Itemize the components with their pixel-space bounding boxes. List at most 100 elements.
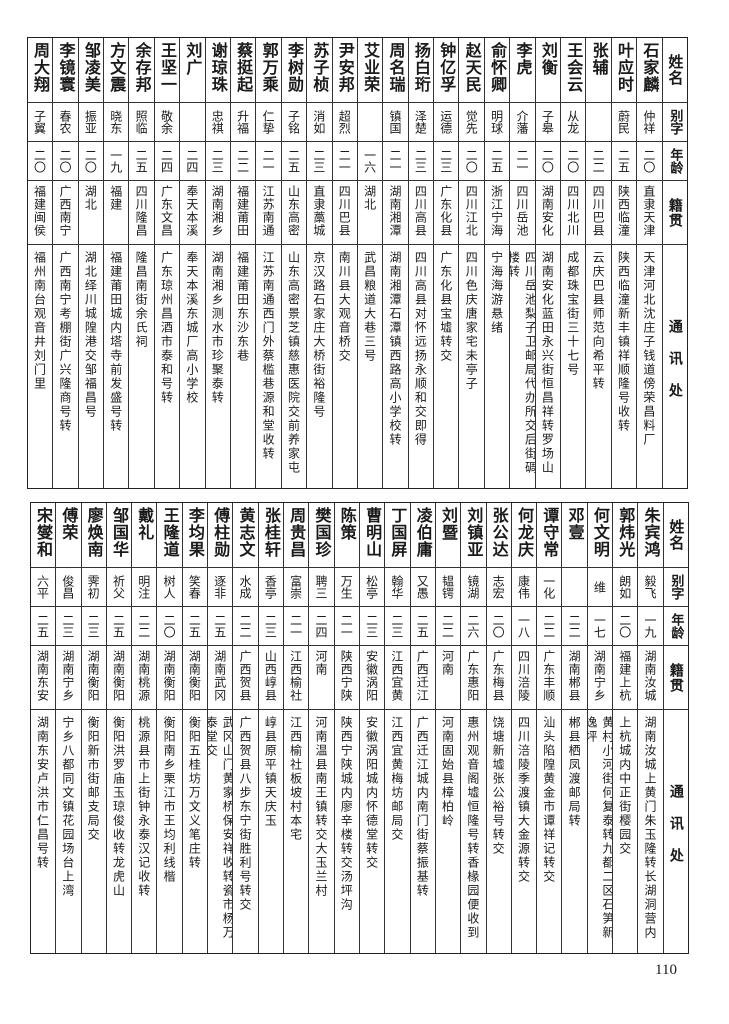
header-alias: 别字 — [663, 568, 688, 607]
cell-origin: 湖北 — [357, 181, 383, 245]
cell-name: 王会云 — [561, 38, 586, 103]
cell-alias: 祈父 — [106, 568, 132, 607]
cell-age: 二一 — [383, 142, 408, 181]
cell-address: 上杭城内中正街樱园交 — [617, 716, 632, 856]
header-alias: 别字 — [662, 103, 687, 142]
cell-name: 傅荣 — [56, 503, 81, 568]
cell-origin: 四川涪陵 — [511, 646, 537, 710]
cell-name: 石家麟 — [637, 38, 662, 103]
cell-address: 四川色庆唐家宅未亭子 — [464, 251, 479, 391]
cell-origin: 湖南武冈 — [208, 646, 233, 710]
cell-age: 二〇 — [27, 142, 53, 181]
cell-alias: 万生 — [334, 568, 359, 607]
cell-origin: 湖南衡阳 — [157, 646, 182, 710]
cell-alias: 香亭 — [258, 568, 283, 607]
cell-alias: 从龙 — [561, 103, 586, 142]
cell-age: 一六 — [357, 142, 383, 181]
cell-origin: 山东高密 — [281, 181, 307, 245]
cell-address: 郴县栖凤渡邮局转 — [567, 716, 582, 828]
person-column: 曹明山 松亭 二三 安徽涡阳 安徽涡阳城内怀德堂转交 — [358, 503, 385, 953]
cell-address: 广东琼州昌酒市泰和号转 — [159, 251, 174, 405]
cell-origin: 湖南汝城 — [638, 646, 663, 710]
cell-name: 郭万乘 — [256, 38, 281, 103]
cell-name: 周大翔 — [27, 38, 53, 103]
cell-address: 武昌粮道大巷三号 — [362, 251, 377, 363]
cell-origin: 湖南衡阳 — [106, 646, 132, 710]
cell-age: 二〇 — [535, 142, 561, 181]
cell-name: 邹国华 — [106, 503, 132, 568]
cell-address: 湖南东安卢洪市仁昌号转 — [35, 716, 50, 870]
cell-name: 叶应时 — [611, 38, 637, 103]
cell-origin: 直隶天津 — [637, 181, 662, 245]
cell-address: 汕头陷隍黄金市谭祥记转交 — [541, 716, 556, 884]
cell-alias: 明球 — [484, 103, 510, 142]
cell-age: 二二 — [537, 607, 562, 646]
cell-origin: 湖南东安 — [30, 646, 56, 710]
cell-alias: 水成 — [233, 568, 258, 607]
cell-origin: 直隶藁城 — [307, 181, 332, 245]
cell-address: 河南温县南王镇转交大玉兰村 — [313, 716, 328, 898]
cell-name: 谭守常 — [537, 503, 562, 568]
person-column: 邹国华 祈父 二五 湖南衡阳 衡阳洪罗庙玉琼俊收转龙虎山 — [105, 503, 132, 953]
cell-age: 二五 — [281, 142, 307, 181]
cell-name: 邓壹 — [562, 503, 587, 568]
person-column: 钟亿孚 运德 二三 广东化县 广东化县宝墟转交 — [433, 38, 459, 488]
cell-age: 二五 — [611, 142, 637, 181]
cell-age: 二五 — [208, 607, 233, 646]
person-column: 刘暨 韫锷 二二 河南 河南固始县樟柏岭 — [434, 503, 461, 953]
cell-alias: 六平 — [30, 568, 56, 607]
cell-address: 福建莆田东沙东巷 — [235, 251, 250, 363]
person-column: 谭守常 一化 二二 广东丰顺 汕头陷隍黄金市谭祥记转交 — [536, 503, 562, 953]
cell-age: 二一 — [510, 142, 535, 181]
person-column: 傅荣 俊昌 二三 湖南宁乡 宁乡八都同文镇花园场台上湾 — [55, 503, 81, 953]
header-column: 姓名 别字 年龄 籍贯 通讯处 — [661, 38, 687, 488]
cell-age: 二三 — [258, 607, 283, 646]
cell-age: 二一 — [256, 142, 281, 181]
cell-origin: 湖南宁乡 — [56, 646, 81, 710]
cell-address: 宁海海游悬绪 — [489, 251, 504, 335]
cell-origin: 安徽涡阳 — [359, 646, 385, 710]
cell-alias: 介藩 — [510, 103, 535, 142]
cell-alias: 消如 — [307, 103, 332, 142]
cell-name: 何龙庆 — [511, 503, 537, 568]
cell-age: 二二 — [562, 607, 587, 646]
cell-address: 四川高县对怀远扬永顺和交即得 — [413, 251, 428, 447]
cell-alias: 超烈 — [332, 103, 357, 142]
cell-age: 二三 — [434, 142, 459, 181]
cell-alias: 韫锷 — [435, 568, 461, 607]
cell-alias: 聘三 — [309, 568, 334, 607]
person-column: 丁国屏 翰华 二三 江西宜黄 江西宜黄梅坊邮局交 — [384, 503, 410, 953]
cell-origin: 江西宜黄 — [385, 646, 410, 710]
cell-origin: 福建上杭 — [613, 646, 638, 710]
person-column: 李均果 笑春 二五 湖南衡阳 衡阳五桂坊万文义笔庄转 — [181, 503, 208, 953]
cell-address: 广东化县宝墟转交 — [438, 251, 453, 363]
cell-age: 二三 — [359, 607, 385, 646]
person-column: 刘衡 子皋 二〇 湖南安化 湖南安化蓝田永兴街恒昌祥转罗场山 — [534, 38, 561, 488]
header-origin: 籍贯 — [662, 181, 687, 245]
person-column: 张公达 志宏 二〇 广东梅县 饶塘新墟张公裕号转交 — [485, 503, 511, 953]
person-column: 邓壹 二二 湖南郴县 郴县栖凤渡邮局转 — [561, 503, 587, 953]
cell-name: 蔡挺起 — [230, 38, 256, 103]
cell-address: 广西贺县八步东宁街胜利号转交 — [238, 716, 253, 912]
cell-alias: 又愚 — [410, 568, 435, 607]
cell-address: 福建莆田城内塔寺前发盛号转 — [108, 251, 123, 433]
cell-age: 二〇 — [157, 607, 182, 646]
cell-origin: 河南 — [309, 646, 334, 710]
cell-alias: 逐非 — [208, 568, 233, 607]
cell-alias — [562, 568, 587, 607]
cell-age: 二〇 — [486, 607, 511, 646]
cell-address: 广西迁江城内南门街蔡振基转 — [415, 716, 430, 898]
cell-origin: 湖北 — [78, 181, 104, 245]
person-column: 尹安邦 超烈 二一 四川巴县 南川县大观音桥交 — [331, 38, 357, 488]
cell-origin: 江苏南通 — [256, 181, 281, 245]
cell-alias: 蔚民 — [611, 103, 637, 142]
person-column: 郭万乘 仁挚 二一 江苏南通 江苏南通西门外蔡槛巷源和堂收转 — [255, 38, 281, 488]
person-column: 苏子桢 消如 二三 直隶藁城 京汉路石家庄大桥街裕隆号 — [306, 38, 332, 488]
cell-alias — [586, 103, 611, 142]
cell-name: 傅柱勋 — [208, 503, 233, 568]
cell-origin: 湖南安化 — [535, 181, 561, 245]
cell-name: 李虎 — [510, 38, 535, 103]
cell-name: 郭炜光 — [613, 503, 638, 568]
cell-origin: 山西崞县 — [258, 646, 283, 710]
cell-alias: 霁初 — [81, 568, 106, 607]
